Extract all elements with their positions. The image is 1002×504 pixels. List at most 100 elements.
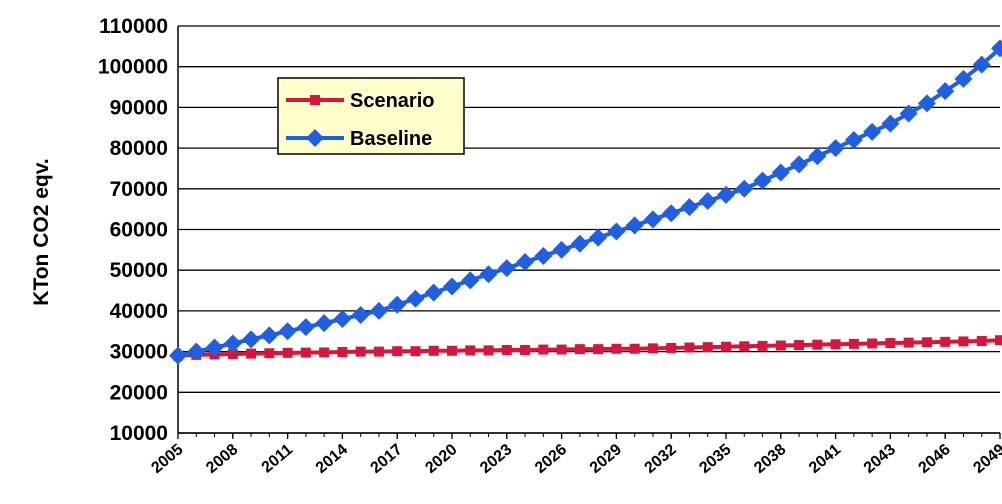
- x-tick-label: 2035: [696, 441, 734, 477]
- data-point-scenario: [392, 346, 403, 357]
- y-tick-label: 70000: [110, 178, 168, 201]
- data-point-scenario: [246, 348, 257, 359]
- data-point-baseline: [351, 305, 370, 324]
- data-point-baseline: [917, 94, 936, 113]
- data-point-baseline: [680, 198, 699, 217]
- data-point-baseline: [643, 210, 662, 229]
- x-tick-label: 2041: [806, 441, 844, 477]
- legend-label-scenario: Scenario: [350, 90, 434, 112]
- data-point-baseline: [698, 192, 717, 211]
- y-tick-label: 100000: [98, 56, 168, 79]
- data-point-scenario: [885, 338, 896, 349]
- data-point-baseline: [717, 185, 735, 204]
- data-point-scenario: [629, 343, 640, 354]
- data-point-baseline: [315, 314, 334, 333]
- data-point-scenario: [574, 344, 585, 355]
- y-tick-label: 30000: [110, 341, 168, 364]
- data-point-baseline: [863, 122, 882, 141]
- data-point-scenario: [739, 341, 750, 352]
- data-point-baseline: [205, 338, 224, 357]
- data-point-baseline: [169, 346, 187, 365]
- data-point-baseline: [607, 222, 626, 241]
- data-point-baseline: [242, 330, 261, 349]
- data-point-scenario: [830, 339, 841, 350]
- data-point-baseline: [278, 322, 297, 341]
- data-point-baseline: [570, 234, 589, 253]
- data-point-baseline: [662, 204, 681, 223]
- data-point-baseline: [771, 163, 790, 182]
- series-line-scenario: [177, 338, 1001, 358]
- data-point-baseline: [516, 253, 535, 272]
- y-tick-label: 60000: [110, 219, 168, 242]
- data-point-baseline: [388, 295, 407, 314]
- legend-item-scenario: Scenario: [286, 90, 434, 112]
- data-point-baseline: [753, 171, 772, 190]
- legend-marker-baseline: [306, 129, 324, 147]
- data-point-scenario: [848, 338, 859, 349]
- data-point-scenario: [373, 346, 384, 357]
- data-point-scenario: [319, 347, 330, 358]
- data-point-baseline: [844, 130, 863, 149]
- x-tick-label: 2014: [313, 441, 351, 477]
- data-point-scenario: [428, 345, 439, 356]
- data-point-scenario: [940, 336, 951, 347]
- y-tick-label: 40000: [110, 300, 168, 323]
- x-tick-label: 2020: [422, 441, 460, 477]
- data-point-scenario: [264, 348, 275, 359]
- y-tick-label: 20000: [110, 381, 168, 404]
- data-point-baseline: [424, 283, 443, 302]
- y-tick-label: 80000: [110, 137, 168, 160]
- data-point-baseline: [589, 228, 608, 247]
- data-point-baseline: [899, 104, 918, 123]
- legend-marker-scenario: [310, 95, 320, 105]
- data-point-scenario: [227, 349, 238, 360]
- data-point-scenario: [501, 344, 512, 355]
- data-point-baseline: [369, 301, 388, 320]
- data-point-scenario: [666, 342, 677, 353]
- x-tick-label: 2023: [477, 441, 515, 477]
- x-tick-label: 2005: [148, 441, 186, 477]
- data-point-baseline: [936, 82, 955, 101]
- series-line-baseline: [177, 46, 1002, 358]
- data-point-baseline: [260, 326, 279, 345]
- data-point-scenario: [757, 340, 768, 351]
- x-tick-label: 2017: [368, 441, 406, 477]
- legend: Scenario Baseline: [277, 77, 465, 155]
- x-tick-label: 2038: [751, 441, 789, 477]
- data-point-scenario: [684, 342, 695, 353]
- data-point-scenario: [794, 340, 805, 351]
- data-point-scenario: [355, 346, 366, 357]
- y-axis-title: KTon CO2 eqv.: [30, 158, 53, 305]
- data-point-scenario: [282, 347, 293, 358]
- data-point-scenario: [556, 344, 567, 355]
- data-point-baseline: [497, 259, 516, 278]
- y-tick-label: 10000: [110, 422, 168, 445]
- x-tick-label: 2032: [642, 441, 680, 477]
- data-point-baseline: [972, 55, 991, 74]
- legend-box: [277, 77, 465, 155]
- data-point-scenario: [447, 345, 457, 356]
- series-baseline: [169, 39, 1002, 365]
- x-tick-label: 2029: [587, 441, 625, 477]
- data-point-scenario: [410, 346, 421, 357]
- data-point-scenario: [958, 336, 969, 347]
- data-point-scenario: [300, 347, 311, 358]
- data-point-baseline: [735, 179, 754, 198]
- data-point-scenario: [520, 344, 531, 355]
- x-axis-ticks: 2005 2008 2011 2014 2017 2020 2023 2026 2029 2032…: [148, 433, 1002, 477]
- data-point-baseline: [534, 246, 553, 265]
- data-point-baseline: [296, 318, 315, 337]
- data-point-scenario: [903, 337, 914, 348]
- data-point-scenario: [921, 337, 932, 348]
- data-point-scenario: [976, 336, 987, 347]
- series-layer: [169, 39, 1002, 365]
- series-scenario: [173, 335, 1002, 361]
- data-point-scenario: [702, 342, 713, 353]
- data-point-baseline: [406, 289, 425, 308]
- data-point-scenario: [995, 335, 1002, 346]
- data-point-baseline: [479, 265, 498, 284]
- x-tick-label: 2026: [532, 441, 570, 477]
- y-tick-label: 90000: [110, 96, 168, 119]
- y-tick-label: 50000: [110, 259, 168, 282]
